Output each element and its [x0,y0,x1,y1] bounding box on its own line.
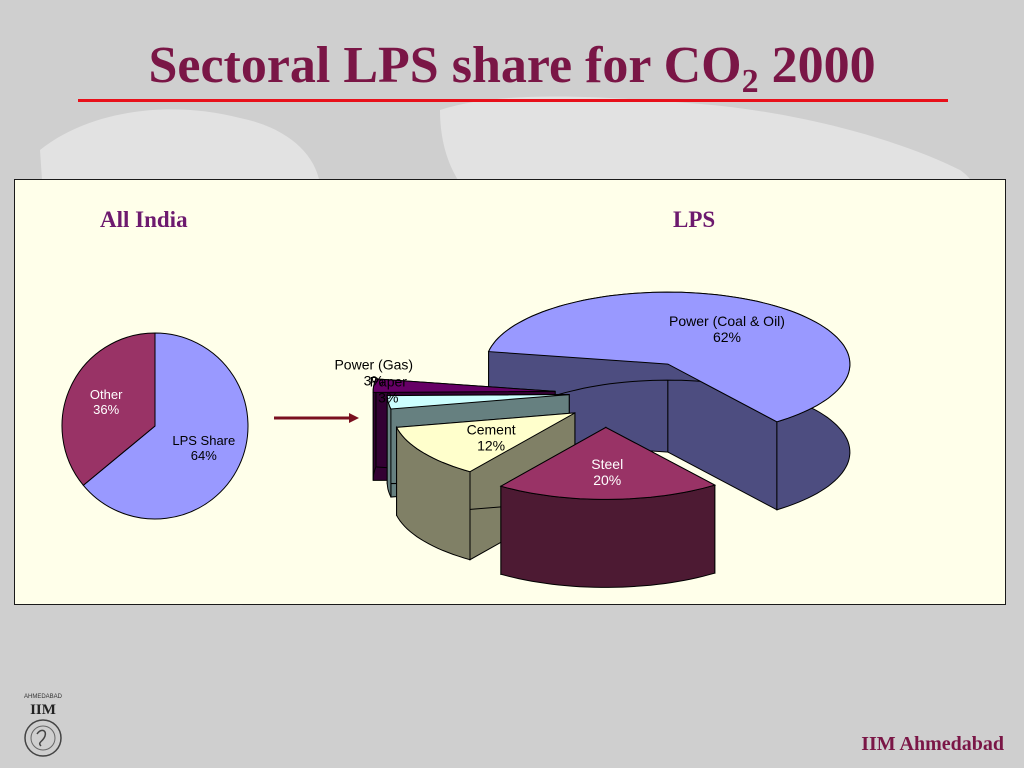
pie-label-lps-share: LPS Share 64% [172,433,235,463]
chart-canvas: LPS Share 64% Other 36% Power (Coal & Oil) 62… [61,291,851,588]
slide-title: Sectoral LPS share for CO2 2000 [0,36,1024,112]
iim-logo-icon: AHMEDABAD IIM [24,694,63,757]
pie-label-other: Other 36% [90,387,123,417]
pie3d-label-power-coal-oil-value: 62% [713,329,741,345]
pie3d-label-power-gas-value: 3% [364,373,384,389]
title-year: 2000 [758,37,876,94]
pie3d-label-power-coal-oil-name: Power (Coal & Oil) [669,313,785,329]
title-main: Sectoral LPS share for CO [148,37,742,94]
pie-label-other-value: 36% [93,402,119,417]
pie3d-slice-cement [395,412,576,473]
pie3d-label-paper-value: 3% [378,389,398,405]
pie-label-other-name: Other [90,387,123,402]
pie3d-slice-paper [386,394,570,410]
pie-label-lps-share-name: LPS Share [172,433,235,448]
pie3d-label-paper-name: Paper [370,373,408,389]
pie3d-slice-steel [499,426,717,500]
logo-name-text: AHMEDABAD [24,694,63,700]
title-underline [78,99,948,102]
pie-slice-lps-share [82,332,249,520]
lps-chart-title: LPS [673,207,716,232]
pie3d-slice-power-gas [372,378,556,393]
pie3d-label-steel-name: Steel [591,456,623,472]
pie3d-label-cement: Cement 12% [467,422,516,454]
pie3d-label-steel-value: 20% [593,472,621,488]
pie3d-label-steel: Steel 20% [591,456,623,488]
pie-label-lps-share-value: 64% [191,448,217,463]
pie3d-label-power-gas-name: Power (Gas) [334,357,413,373]
pie3d-label-cement-value: 12% [477,438,505,454]
title-subscript: 2 [741,63,759,100]
pie3d-label-power-gas: Power (Gas) 3% [334,357,413,389]
pie3d-label-paper: Paper 3% [370,373,408,405]
arrow-head-icon [349,413,359,423]
pie3d-label-power-coal-oil: Power (Coal & Oil) 62% [669,313,785,345]
all-india-chart-title: All India [100,207,188,232]
slice-wall-paper [386,395,392,498]
pie3d-label-cement-name: Cement [467,422,516,438]
chart-panel: All India LPS LPS Share 64% Other 36% Power … [14,179,1006,605]
footer-institution: IIM Ahmedabad [861,733,1004,755]
slice-wall-steel [500,484,716,588]
slice-wall-power-gas [372,378,377,481]
logo-mark-text: IIM [30,702,56,718]
pie3d-slice-power-coal-oil [487,291,851,423]
pie-slice-other [61,332,156,486]
